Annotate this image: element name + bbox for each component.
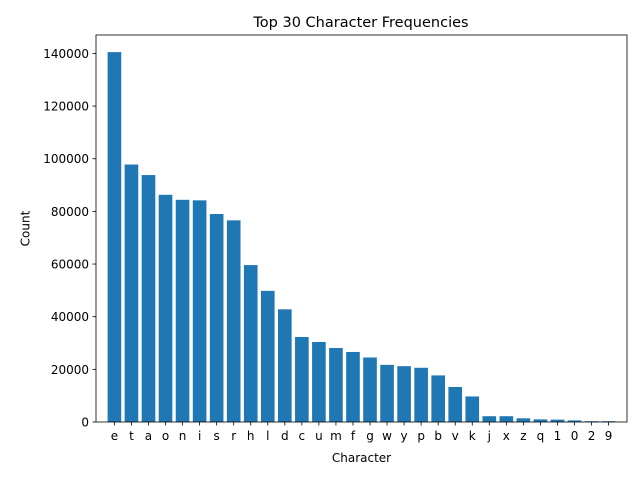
y-tick-label: 60000 (51, 258, 89, 272)
x-tick-label: c (299, 429, 306, 443)
bar-j (482, 416, 497, 422)
bar-v (448, 386, 463, 422)
x-tick-label: y (401, 429, 408, 443)
x-tick-label: x (503, 429, 510, 443)
bar-k (465, 396, 480, 422)
bar-m (329, 348, 343, 422)
bar-s (209, 214, 224, 422)
plot-area-frame (95, 34, 628, 423)
x-tick-label: w (382, 429, 392, 443)
x-tick-label: v (452, 429, 459, 443)
bar-y (397, 366, 411, 422)
x-tick-label: f (351, 429, 356, 443)
x-tick-label: o (162, 429, 169, 443)
x-tick-label: r (231, 429, 236, 443)
y-tick-label: 20000 (51, 363, 89, 377)
bar-w (380, 364, 394, 422)
bar-t (124, 164, 139, 422)
bar-c (295, 336, 309, 422)
x-tick-label: j (487, 429, 491, 443)
bar-u (312, 341, 326, 422)
x-tick-label: t (129, 429, 134, 443)
bar-p (414, 367, 428, 422)
bar-o (158, 194, 173, 422)
bar-a (141, 175, 156, 422)
y-tick-label: 100000 (43, 152, 89, 166)
x-tick-label: n (179, 429, 187, 443)
bar-1 (550, 419, 565, 422)
x-tick-label: 2 (588, 429, 596, 443)
x-tick-label: m (330, 429, 342, 443)
y-tick-label: 80000 (51, 205, 89, 219)
x-tick-label: z (520, 429, 526, 443)
x-axis-label: Character (332, 451, 391, 465)
x-tick-label: a (145, 429, 152, 443)
bar-b (431, 375, 445, 422)
bar-n (175, 199, 190, 422)
y-ticks-group: 0 20000 40000 60000 80000 100000 120000 140000 (43, 47, 96, 430)
x-tick-label: 1 (554, 429, 562, 443)
x-tick-label: s (214, 429, 220, 443)
bar-d (278, 309, 292, 422)
bar-f (346, 351, 360, 422)
bar-g (363, 357, 377, 422)
bar-i (192, 200, 207, 422)
x-tick-label: l (266, 429, 269, 443)
y-tick-label: 140000 (43, 47, 89, 61)
x-tick-label: q (537, 429, 545, 443)
chart-title: Top 30 Character Frequencies (252, 15, 468, 31)
bar-h (243, 265, 258, 422)
x-tick-label: g (366, 429, 374, 443)
bar-x (499, 416, 514, 422)
y-axis-label: Count (19, 210, 33, 246)
bar-q (533, 419, 548, 422)
bar-r (226, 220, 241, 422)
x-tick-label: h (247, 429, 255, 443)
x-tick-label: d (281, 429, 289, 443)
y-tick-label: 0 (81, 416, 89, 430)
y-tick-label: 40000 (51, 310, 89, 324)
x-tick-label: i (198, 429, 201, 443)
x-tick-label: b (434, 429, 442, 443)
x-tick-label: 0 (571, 429, 579, 443)
bar-e (107, 52, 122, 423)
bar-l (260, 290, 275, 422)
y-tick-label: 120000 (43, 100, 89, 114)
bars-group (107, 52, 616, 423)
x-tick-label: u (315, 429, 323, 443)
x-tick-label: k (469, 429, 476, 443)
bar-0 (567, 420, 582, 422)
x-tick-label: 9 (605, 429, 613, 443)
bar-z (516, 418, 531, 422)
x-tick-label: p (417, 429, 425, 443)
x-tick-label: e (111, 429, 118, 443)
